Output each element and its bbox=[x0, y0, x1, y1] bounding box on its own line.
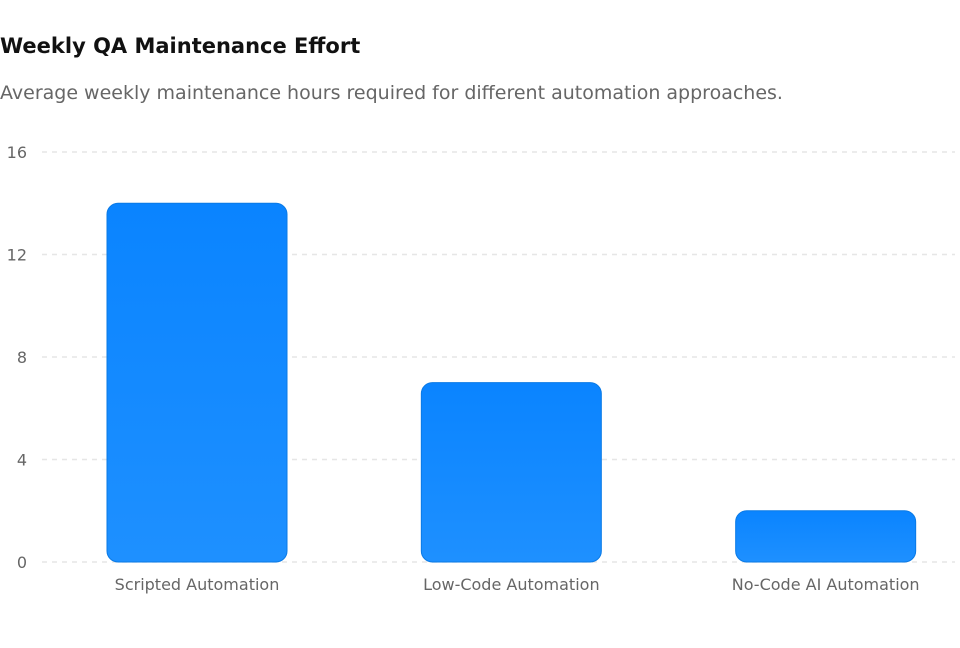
y-tick-label: 16 bbox=[7, 143, 27, 162]
bar-3 bbox=[735, 510, 917, 563]
x-category-label: Scripted Automation bbox=[115, 575, 280, 594]
bar-2 bbox=[420, 382, 602, 563]
y-tick-label: 4 bbox=[17, 451, 27, 470]
x-category-label: Low-Code Automation bbox=[423, 575, 600, 594]
y-tick-label: 12 bbox=[7, 246, 27, 265]
bar-1 bbox=[106, 202, 288, 563]
chart-subtitle: Average weekly maintenance hours require… bbox=[0, 82, 783, 104]
y-tick-label: 0 bbox=[17, 553, 27, 572]
x-category-label: No-Code AI Automation bbox=[732, 575, 920, 594]
x-axis-labels: Scripted Automation Low-Code Automation No… bbox=[115, 575, 920, 594]
chart-title: Weekly QA Maintenance Effort bbox=[0, 34, 361, 58]
y-axis-ticks: 0 4 8 12 16 bbox=[7, 143, 27, 572]
bars bbox=[106, 202, 917, 563]
y-tick-label: 8 bbox=[17, 348, 27, 367]
